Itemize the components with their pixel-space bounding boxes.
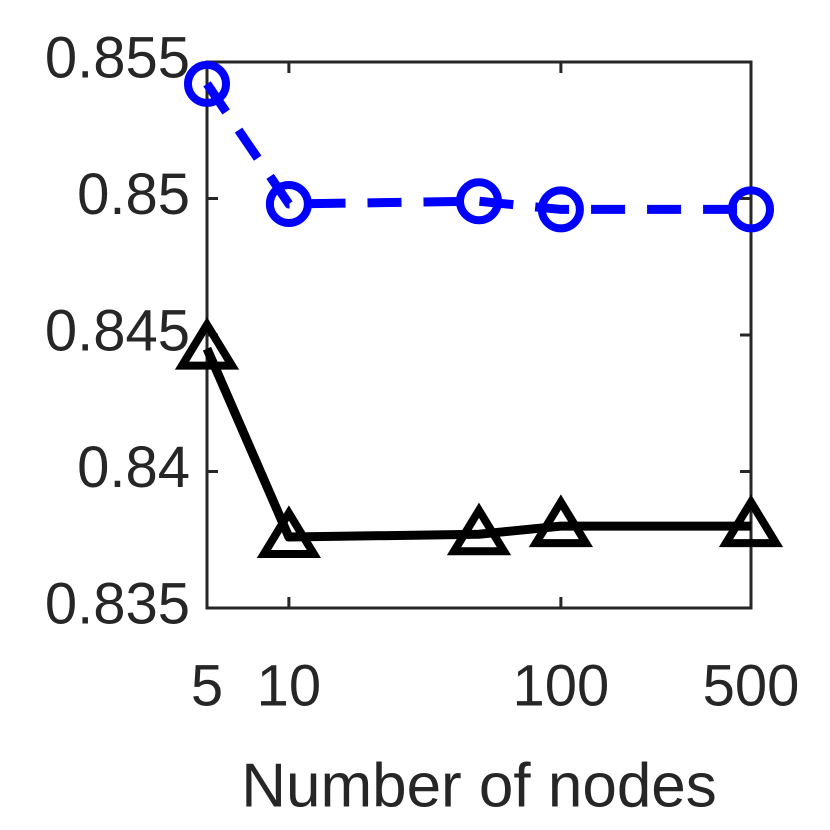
y-tick-label: 0.845 xyxy=(45,298,190,363)
x-tick-label: 500 xyxy=(703,653,800,718)
marker xyxy=(528,494,594,548)
marker xyxy=(184,60,230,107)
marker xyxy=(256,505,322,559)
y-tick-label: 0.85 xyxy=(77,162,190,227)
y-tick-label: 0.84 xyxy=(77,435,190,500)
y-tick-label: 0.835 xyxy=(45,571,190,636)
marker xyxy=(537,186,584,233)
x-tick-label: 100 xyxy=(512,653,609,718)
series-line xyxy=(203,81,751,214)
x-axis-label: Number of nodes xyxy=(241,751,717,820)
plot-frame xyxy=(205,60,753,610)
marker xyxy=(265,180,312,227)
y-tick-label: 0.855 xyxy=(45,25,190,90)
marker xyxy=(728,186,774,233)
x-tick-label: 5 xyxy=(191,653,223,718)
marker xyxy=(174,316,240,370)
marker xyxy=(446,502,512,556)
marker xyxy=(718,494,784,548)
marker xyxy=(456,178,502,225)
x-tick-label: 10 xyxy=(257,653,322,718)
series-line xyxy=(202,346,751,542)
